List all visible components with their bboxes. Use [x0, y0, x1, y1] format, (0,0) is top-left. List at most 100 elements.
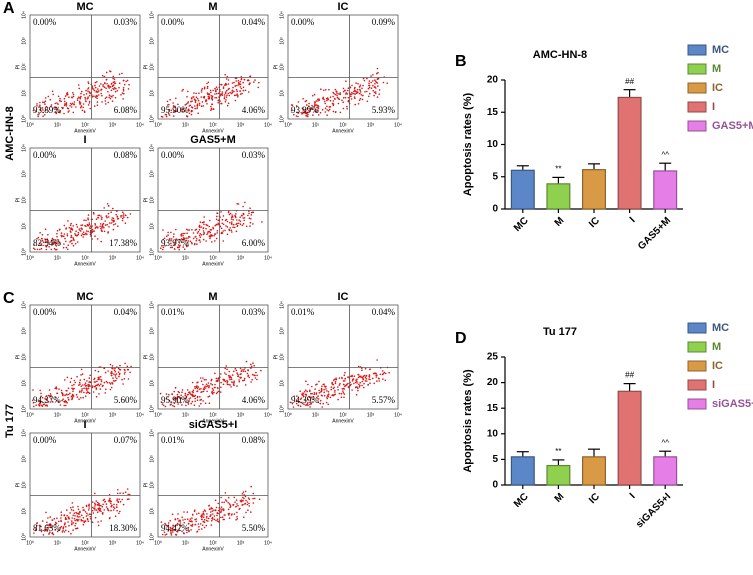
event-dot [242, 496, 244, 499]
event-dot [226, 220, 229, 223]
event-dot [360, 375, 362, 378]
event-dot [341, 376, 343, 379]
event-dot [247, 79, 249, 81]
event-dot [88, 381, 90, 383]
event-dot [63, 233, 66, 235]
event-dot [312, 114, 314, 116]
event-dot [79, 379, 82, 381]
event-dot [236, 222, 238, 225]
event-dot [31, 399, 34, 402]
event-dot [72, 390, 74, 393]
event-dot [256, 374, 258, 377]
event-dot [245, 360, 248, 363]
event-dot [120, 94, 122, 96]
event-dot [203, 518, 206, 521]
event-dot [82, 231, 85, 233]
event-dot [92, 506, 94, 509]
event-dot [308, 395, 311, 398]
plot-frame [29, 432, 141, 538]
event-dot [54, 243, 57, 245]
x-tick-label: 10² [209, 412, 217, 418]
event-dot [195, 92, 197, 95]
event-dot [88, 227, 91, 229]
x-tick-label: 10³ [109, 122, 117, 128]
event-dot [97, 383, 100, 386]
y-axis-label: PI [15, 355, 21, 360]
event-dot [240, 499, 243, 501]
quadrant-percent: 0.08% [242, 435, 266, 445]
x-tick-label: 10¹ [182, 412, 190, 418]
event-dot [174, 110, 177, 112]
event-dot [249, 225, 251, 227]
event-dot [364, 376, 367, 379]
event-dot [94, 235, 96, 237]
event-dot [223, 501, 225, 504]
event-dot [84, 511, 87, 513]
event-dot [45, 399, 48, 401]
event-dot [61, 392, 64, 395]
event-dot [208, 508, 211, 511]
event-dot [191, 394, 193, 396]
event-dot [127, 368, 130, 371]
event-dot [78, 513, 80, 515]
event-dot [301, 393, 303, 396]
event-dot [334, 393, 337, 396]
event-dot [317, 114, 320, 116]
event-dot [112, 380, 115, 382]
event-dot [41, 239, 44, 242]
event-dot [95, 509, 98, 511]
event-dot [162, 248, 164, 251]
event-dot [203, 379, 206, 381]
event-dot [187, 229, 189, 231]
event-dot [80, 227, 82, 230]
event-dot [224, 380, 227, 383]
event-dot [100, 89, 102, 91]
y-tick-label: 10⁴ [21, 301, 27, 309]
y-axis-label: PI [273, 355, 279, 360]
event-dot [44, 114, 46, 116]
event-dot [236, 219, 238, 221]
event-dot [98, 393, 100, 395]
x-tick-label: 10² [209, 540, 217, 546]
event-dot [234, 216, 237, 218]
event-dot [96, 511, 99, 513]
event-dot [181, 108, 183, 111]
event-dot [315, 100, 318, 102]
event-dot [64, 516, 67, 519]
event-dot [368, 86, 371, 89]
event-dot [71, 395, 73, 397]
event-dot [87, 104, 90, 106]
event-dot [233, 380, 235, 383]
event-dot [196, 232, 199, 234]
event-dot [363, 79, 366, 82]
event-dot [187, 526, 190, 529]
event-dot [185, 527, 187, 530]
event-dot [39, 108, 42, 110]
event-dot [175, 533, 177, 536]
event-dot [297, 112, 300, 114]
event-dot [100, 227, 102, 230]
y-tick-label: 10 [487, 428, 499, 439]
event-dot [123, 83, 126, 86]
legend-label: MC [712, 322, 729, 334]
event-dot [196, 531, 198, 533]
event-dot [69, 102, 72, 105]
event-dot [70, 240, 72, 242]
event-dot [176, 246, 179, 249]
event-dot [79, 510, 81, 513]
significance-mark: ## [625, 371, 634, 380]
event-dot [97, 91, 99, 93]
y-tick-label: 10³ [21, 455, 27, 463]
event-dot [96, 101, 99, 103]
event-dot [179, 522, 182, 524]
event-dot [113, 373, 115, 375]
event-dot [196, 395, 199, 398]
event-dot [236, 90, 238, 93]
legend-swatch [687, 379, 707, 391]
event-dot [326, 99, 328, 102]
significance-mark: ** [555, 165, 561, 174]
event-dot [222, 230, 224, 232]
event-dot [192, 232, 195, 234]
event-dot [84, 395, 87, 398]
event-dot [116, 498, 118, 501]
